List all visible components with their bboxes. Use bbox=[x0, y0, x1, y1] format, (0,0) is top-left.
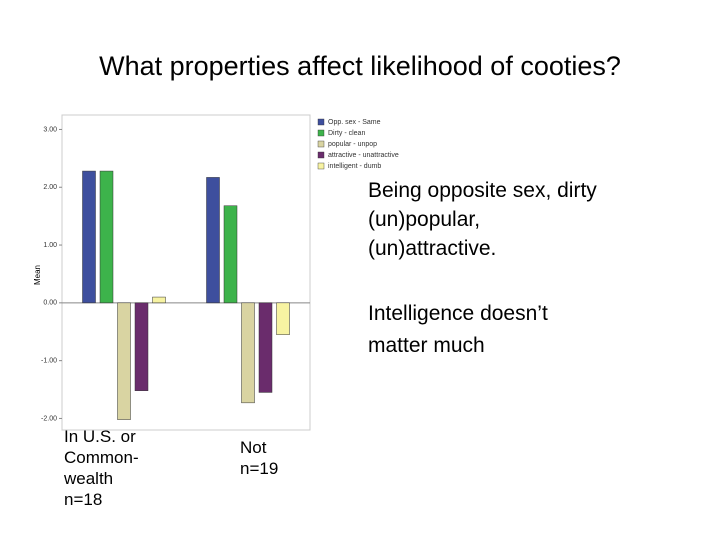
bar bbox=[241, 302, 255, 404]
annotation: Intelligence doesn’t matter much bbox=[368, 302, 548, 357]
annotation: Being opposite sex, dirty (un)popular, (… bbox=[368, 179, 597, 260]
bar bbox=[223, 205, 238, 304]
legend-swatch bbox=[317, 140, 325, 148]
y-tick-label: 1.00 bbox=[43, 242, 57, 249]
y-tick-label: -1.00 bbox=[41, 357, 57, 364]
y-tick-label: -2.00 bbox=[41, 415, 57, 422]
chart-title: What properties affect likelihood of coo… bbox=[99, 51, 621, 81]
legend-label: Dirty - clean bbox=[328, 130, 365, 137]
bar bbox=[117, 302, 131, 420]
y-axis-label: Mean bbox=[33, 265, 42, 285]
legend-label: Opp. sex - Same bbox=[328, 119, 381, 126]
y-tick-label: 3.00 bbox=[43, 126, 57, 133]
bar bbox=[99, 170, 114, 304]
bar bbox=[152, 296, 166, 304]
legend-swatch bbox=[317, 162, 325, 170]
y-tick-label: 0.00 bbox=[43, 300, 57, 307]
legend-swatch bbox=[317, 151, 325, 159]
bar bbox=[82, 170, 96, 304]
category-label: Not n=19 bbox=[240, 438, 279, 478]
legend-swatch bbox=[317, 118, 325, 126]
legend-label: popular - unpop bbox=[328, 141, 377, 148]
plot-frame bbox=[61, 114, 311, 431]
category-label: In U.S. or Common- wealth n=18 bbox=[64, 427, 139, 509]
legend-label: attractive - unattractive bbox=[328, 152, 399, 159]
y-tick-label: 2.00 bbox=[43, 184, 57, 191]
bar bbox=[206, 177, 220, 304]
bar bbox=[258, 302, 273, 393]
legend-label: intelligent - dumb bbox=[328, 163, 381, 170]
bar bbox=[276, 302, 290, 335]
bar bbox=[134, 302, 149, 391]
legend-swatch bbox=[317, 129, 325, 137]
